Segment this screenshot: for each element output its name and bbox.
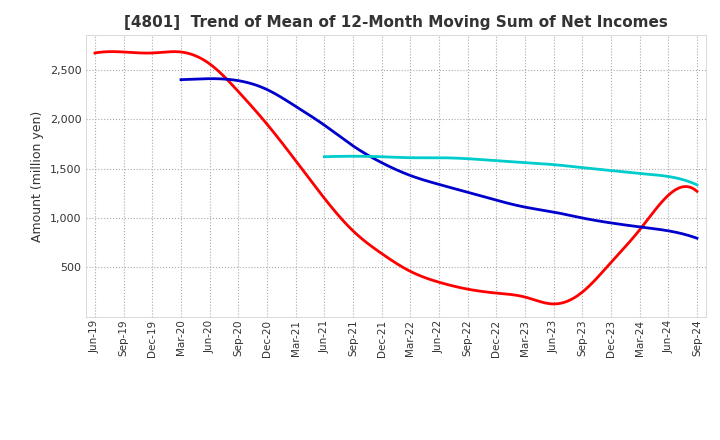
7 Years xyxy=(320,154,328,159)
3 Years xyxy=(378,251,387,257)
3 Years xyxy=(680,184,689,189)
Line: 3 Years: 3 Years xyxy=(95,51,697,304)
5 Years xyxy=(681,232,690,237)
7 Years xyxy=(693,182,701,187)
3 Years xyxy=(693,189,701,194)
3 Years xyxy=(587,282,595,287)
Legend: 3 Years, 5 Years, 7 Years, 10 Years: 3 Years, 5 Years, 7 Years, 10 Years xyxy=(186,434,606,440)
7 Years xyxy=(685,179,693,184)
Y-axis label: Amount (million yen): Amount (million yen) xyxy=(32,110,45,242)
5 Years xyxy=(693,235,701,241)
3 Years xyxy=(91,50,99,55)
7 Years xyxy=(543,161,552,167)
7 Years xyxy=(349,154,358,159)
7 Years xyxy=(500,159,508,164)
3 Years xyxy=(549,301,558,307)
7 Years xyxy=(626,170,635,175)
5 Years xyxy=(457,188,466,193)
7 Years xyxy=(498,158,506,164)
3 Years xyxy=(418,274,426,279)
5 Years xyxy=(426,179,435,184)
3 Years xyxy=(382,254,390,259)
7 Years xyxy=(523,160,531,165)
5 Years xyxy=(600,220,609,225)
Line: 5 Years: 5 Years xyxy=(181,79,697,238)
Line: 7 Years: 7 Years xyxy=(324,156,697,185)
5 Years xyxy=(485,196,493,201)
3 Years xyxy=(450,284,459,289)
5 Years xyxy=(176,77,185,82)
Title: [4801]  Trend of Mean of 12-Month Moving Sum of Net Incomes: [4801] Trend of Mean of 12-Month Moving … xyxy=(124,15,668,30)
5 Years xyxy=(423,178,431,183)
3 Years xyxy=(107,49,116,54)
5 Years xyxy=(207,76,215,81)
